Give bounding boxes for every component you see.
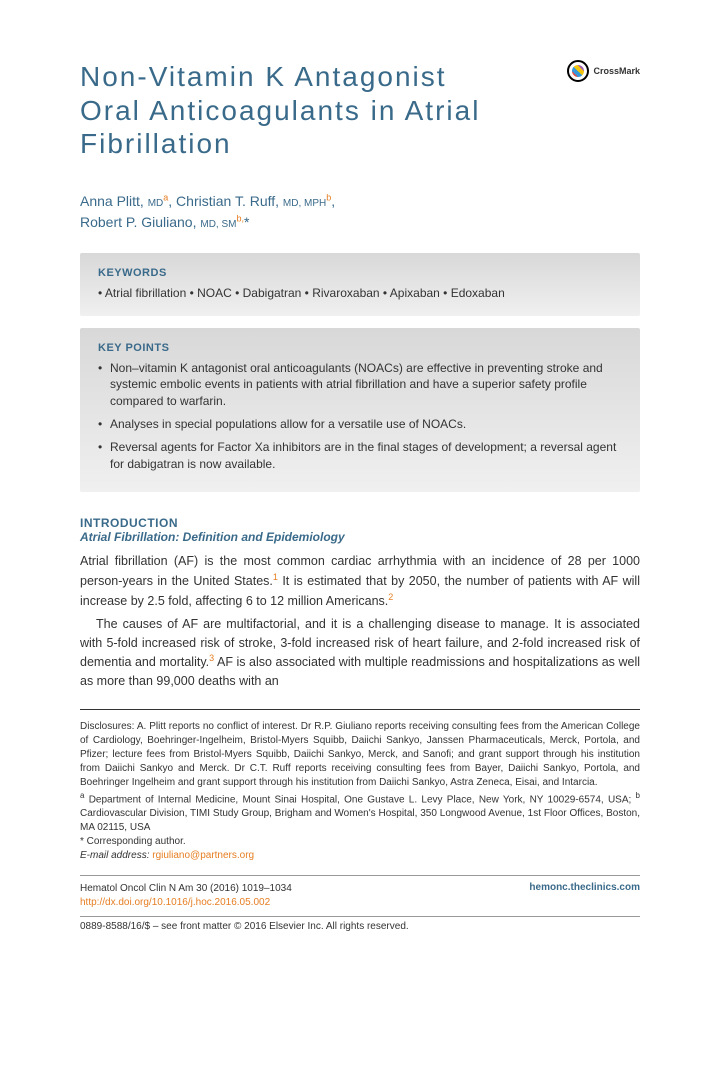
crossmark-icon <box>567 60 589 82</box>
footer-divider <box>80 709 640 710</box>
crossmark-badge[interactable]: CrossMark <box>567 60 640 82</box>
keywords-box: KEYWORDS • Atrial fibrillation • NOAC • … <box>80 253 640 316</box>
body-paragraph: Atrial fibrillation (AF) is the most com… <box>80 552 640 611</box>
journal-citation: Hematol Oncol Clin N Am 30 (2016) 1019–1… <box>80 882 292 910</box>
keypoint-item: Analyses in special populations allow fo… <box>98 416 622 433</box>
keywords-content: • Atrial fibrillation • NOAC • Dabigatra… <box>98 285 622 302</box>
keypoints-list: Non–vitamin K antagonist oral anticoagul… <box>98 360 622 473</box>
keypoints-heading: KEY POINTS <box>98 342 622 354</box>
keywords-heading: KEYWORDS <box>98 267 622 279</box>
doi-link[interactable]: http://dx.doi.org/10.1016/j.hoc.2016.05.… <box>80 897 270 908</box>
author-list: Anna Plitt, MDa, Christian T. Ruff, MD, … <box>80 191 640 233</box>
section-heading: INTRODUCTION <box>80 516 640 530</box>
section-subheading: Atrial Fibrillation: Definition and Epid… <box>80 530 640 544</box>
disclosures-block: Disclosures: A. Plitt reports no conflic… <box>80 720 640 863</box>
journal-website[interactable]: hemonc.theclinics.com <box>529 882 640 893</box>
article-title: Non-Vitamin K Antagonist Oral Anticoagul… <box>80 60 500 161</box>
copyright-line: 0889-8588/16/$ – see front matter © 2016… <box>80 921 640 932</box>
keypoint-item: Non–vitamin K antagonist oral anticoagul… <box>98 360 622 410</box>
journal-info-box: Hematol Oncol Clin N Am 30 (2016) 1019–1… <box>80 875 640 917</box>
crossmark-label: CrossMark <box>593 66 640 76</box>
body-paragraph: The causes of AF are multifactorial, and… <box>80 615 640 691</box>
journal-ref: Hematol Oncol Clin N Am 30 (2016) 1019–1… <box>80 883 292 894</box>
keypoints-box: KEY POINTS Non–vitamin K antagonist oral… <box>80 328 640 493</box>
keypoint-item: Reversal agents for Factor Xa inhibitors… <box>98 439 622 473</box>
